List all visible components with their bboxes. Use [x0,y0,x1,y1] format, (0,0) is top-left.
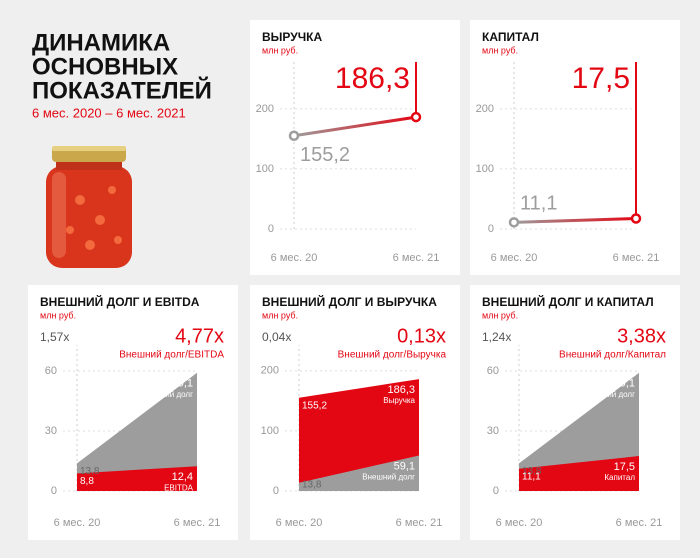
value-label: 11,1 [522,471,541,482]
page-title: ПОКАЗАТЕЛЕЙ [32,76,212,104]
series-name: Внешний долг [362,473,415,482]
y-tick-label: 0 [493,485,499,497]
y-tick-label: 200 [261,365,279,377]
ratio-end: 4,77x [175,325,224,347]
card-subtitle: млн руб. [262,45,298,55]
card-title: ВЫРУЧКА [262,30,322,44]
value-label: 13,8 [302,480,322,491]
point [410,111,422,123]
value-label: 17,5 [614,461,635,473]
ratio-name: Внешний долг/Капитал [559,350,666,361]
ratio-start: 0,04x [262,330,291,344]
ratio-start: 1,24x [482,330,511,344]
area [299,455,419,491]
value-label: 186,3 [335,62,410,95]
x-tick-label: 6 мес. 21 [174,517,221,529]
y-tick-label: 30 [487,425,499,437]
card [28,285,238,540]
page-subtitle: 6 мес. 2020 – 6 мес. 2021 [32,105,186,120]
caviar-jar [46,146,132,268]
card [470,20,680,275]
y-tick-label: 30 [45,425,57,437]
value-label: 11,1 [520,193,557,215]
value-label: 59,1 [172,378,193,390]
y-tick-label: 0 [273,485,279,497]
x-tick-label: 6 мес. 20 [496,517,543,529]
value-label: 155,2 [300,144,350,166]
area [77,372,197,491]
x-tick-label: 6 мес. 20 [276,517,323,529]
card-title: КАПИТАЛ [482,30,539,44]
y-tick-label: 0 [268,223,274,235]
value-label: 17,5 [572,62,630,95]
value-label: 155,2 [302,400,327,411]
card-title: ВНЕШНИЙ ДОЛГ И КАПИТАЛ [482,294,654,309]
ratio-end: 3,38x [617,325,666,347]
value-label: 8,8 [80,476,94,487]
series-name: Капитал [604,473,635,482]
point [288,130,300,142]
series-name: EBITDA [164,483,194,492]
ratio-start: 1,57x [40,330,69,344]
x-tick-label: 6 мес. 20 [54,517,101,529]
y-tick-label: 100 [256,163,274,175]
point [630,213,642,224]
card-subtitle: млн руб. [262,310,298,320]
x-tick-label: 6 мес. 21 [393,252,440,264]
series-name: Выручка [383,396,415,405]
card-subtitle: млн руб. [482,45,518,55]
y-tick-label: 60 [45,365,57,377]
value-label: 13,8 [80,466,100,477]
x-tick-label: 6 мес. 20 [491,252,538,264]
page-title: ДИНАМИКА [32,29,170,56]
value-label: 59,1 [394,460,415,472]
card [250,20,460,275]
x-tick-label: 6 мес. 21 [396,517,443,529]
x-tick-label: 6 мес. 21 [613,252,660,264]
card [470,285,680,540]
y-tick-label: 0 [488,223,494,235]
card-title: ВНЕШНИЙ ДОЛГ И EBITDA [40,294,200,309]
series-name: Внешний долг [140,390,193,399]
ratio-name: Внешний долг/EBITDA [119,350,224,361]
point [508,217,520,228]
value-label: 59,1 [614,378,635,390]
x-tick-label: 6 мес. 20 [271,252,318,264]
area [77,466,197,491]
y-tick-label: 100 [261,425,279,437]
card-subtitle: млн руб. [482,310,518,320]
line [513,216,637,224]
y-tick-label: 60 [487,365,499,377]
page-title: ОСНОВНЫХ [32,53,178,80]
y-tick-label: 200 [256,103,274,115]
value-label: 12,4 [172,471,193,483]
series-name: Внешний долг [582,390,635,399]
y-tick-label: 200 [476,103,494,115]
ratio-name: Внешний долг/Выручка [338,350,447,361]
value-label: 13,8 [522,466,542,477]
y-tick-label: 100 [476,163,494,175]
card-title: ВНЕШНИЙ ДОЛГ И ВЫРУЧКА [262,294,437,309]
y-tick-label: 0 [51,485,57,497]
area [519,456,639,491]
card-subtitle: млн руб. [40,310,76,320]
x-tick-label: 6 мес. 21 [616,517,663,529]
line [293,115,417,138]
ratio-end: 0,13x [397,325,446,347]
value-label: 186,3 [387,384,415,396]
